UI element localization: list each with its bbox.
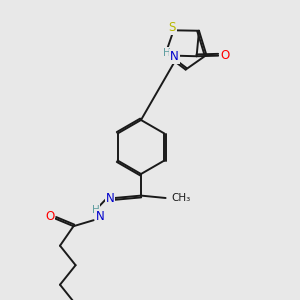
- Text: H: H: [163, 48, 170, 58]
- Text: H: H: [92, 205, 100, 215]
- Text: N: N: [170, 50, 179, 63]
- Text: O: O: [220, 49, 230, 62]
- Text: N: N: [96, 209, 105, 223]
- Text: CH₃: CH₃: [172, 193, 191, 203]
- Text: N: N: [106, 191, 115, 205]
- Text: O: O: [45, 210, 54, 223]
- Text: S: S: [168, 21, 176, 34]
